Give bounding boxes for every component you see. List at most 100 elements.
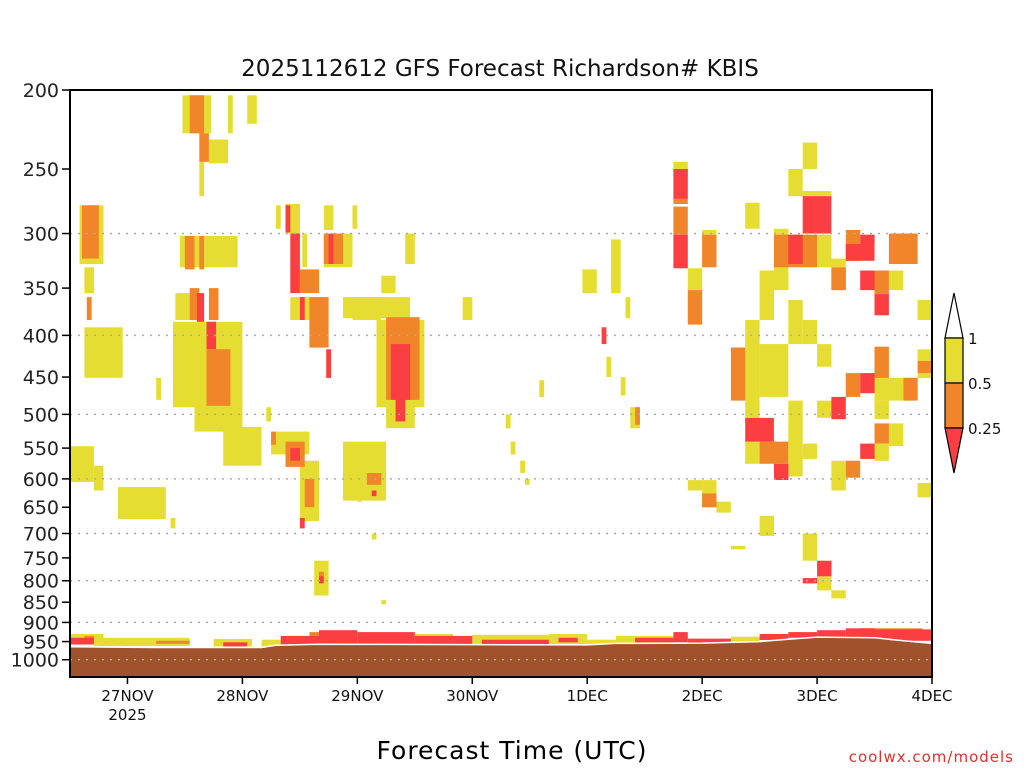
ri-cell-cat-1 <box>223 426 262 466</box>
ri-cell-cat-1 <box>874 400 889 420</box>
y-axis: 200 250 300 350 400 450 500 550 600 650 700 7508008… <box>11 80 70 672</box>
ri-cell-cat-1 <box>381 600 387 605</box>
ri-cell-cat-1 <box>302 233 308 268</box>
ri-cell-cat-1 <box>702 230 717 235</box>
x-tick-label: 4DEC <box>911 687 952 705</box>
color-legend: 1 0.5 0.25 <box>944 292 1001 474</box>
ri-cell-cat-3 <box>70 637 94 645</box>
ri-cell-cat-1 <box>831 258 846 268</box>
ri-cell-cat-3 <box>635 637 674 643</box>
ri-cell-cat-1 <box>381 275 396 294</box>
ri-cell-cat-2 <box>86 297 92 320</box>
ri-cell-cat-1 <box>730 636 760 642</box>
ri-cell-cat-1 <box>831 460 846 491</box>
ri-cell-cat-1 <box>323 205 334 230</box>
ri-cell-cat-1 <box>175 293 190 320</box>
ri-cell-cat-3 <box>860 270 875 291</box>
legend-swatch-yellow <box>944 337 964 384</box>
ri-cell-cat-2 <box>673 198 688 204</box>
ri-cell-cat-3 <box>280 635 319 645</box>
ri-cell-cat-2 <box>184 235 195 270</box>
ri-cell-cat-1 <box>93 465 104 491</box>
ri-cell-cat-2 <box>874 346 889 378</box>
ri-cell-cat-1 <box>716 501 731 513</box>
ri-cell-cat-1 <box>745 320 760 418</box>
x-tick-label: 30NOV <box>446 687 499 705</box>
ri-cell-cat-2 <box>874 270 889 295</box>
ri-cell-cat-2 <box>845 373 861 397</box>
ri-cell-cat-3 <box>788 632 817 638</box>
ri-cell-cat-1 <box>582 269 597 294</box>
y-tick-label: 450 <box>23 367 59 389</box>
ri-cell-cat-3 <box>196 293 205 322</box>
ri-cell-cat-1 <box>759 344 789 397</box>
ri-cell-cat-2 <box>271 431 276 445</box>
ri-cell-cat-1 <box>343 441 387 501</box>
ri-cell-cat-1 <box>606 356 612 377</box>
y-tick-label: 900 <box>23 612 59 634</box>
ri-cell-cat-3 <box>860 443 875 459</box>
y-tick-label: 500 <box>23 404 59 426</box>
ri-cell-cat-3 <box>845 244 875 261</box>
x-tick-label: 3DEC <box>797 687 838 705</box>
ri-cell-cat-2 <box>903 377 918 401</box>
ri-cell-cat-3 <box>774 463 789 480</box>
ri-cell-cat-1 <box>156 377 161 400</box>
legend-level-label: 0.25 <box>968 420 1001 438</box>
ri-cell-cat-3 <box>326 349 331 378</box>
ri-cell-cat-1 <box>70 446 94 482</box>
x-tick-label: 2DEC <box>682 687 723 705</box>
ri-cell-cat-1 <box>539 380 545 397</box>
ri-cell-cat-3 <box>874 294 889 316</box>
legend-level-label: 0.5 <box>968 375 992 393</box>
ri-cell-cat-2 <box>702 493 717 508</box>
ri-cell-cat-1 <box>745 202 760 229</box>
ri-cell-cat-1 <box>802 191 832 199</box>
ri-cell-cat-1 <box>831 590 846 599</box>
ri-cell-cat-1 <box>357 490 363 502</box>
ri-cell-cat-1 <box>802 320 818 345</box>
ri-cell-cat-3 <box>860 373 875 394</box>
ri-cell-cat-1 <box>917 483 932 498</box>
x-tick-label: 1DEC <box>567 687 608 705</box>
ri-cell-cat-2 <box>730 347 746 401</box>
ri-cell-cat-3 <box>290 233 300 294</box>
ri-cell-cat-1 <box>510 441 516 455</box>
ri-cell-cat-1 <box>625 297 631 319</box>
ri-cell-cat-1 <box>199 161 205 197</box>
plot-frame <box>69 89 933 678</box>
y-tick-label: 600 <box>23 469 59 491</box>
ri-cell-cat-3 <box>673 169 688 199</box>
ri-cell-cat-2 <box>82 205 99 259</box>
y-tick-label: 750 <box>23 548 59 570</box>
ri-cell-cat-2 <box>189 95 205 134</box>
y-tick-label: 800 <box>23 571 59 593</box>
ri-cell-cat-2 <box>309 297 329 348</box>
ri-cell-cat-3 <box>328 233 334 264</box>
ri-cell-cat-2 <box>199 133 209 162</box>
ri-cell-cat-3 <box>299 518 305 529</box>
ri-cell-cat-1 <box>788 400 803 477</box>
ri-cell-cat-3 <box>860 234 875 244</box>
ri-cell-cat-1 <box>802 533 818 561</box>
ri-cell-cat-3 <box>673 234 688 269</box>
y-tick-label: 650 <box>23 497 59 519</box>
ri-cell-cat-1 <box>759 515 774 536</box>
ri-cell-cat-3 <box>601 327 607 345</box>
ri-cell-cat-2 <box>687 290 703 325</box>
legend-under-triangle <box>944 427 964 474</box>
ri-cell-cat-3 <box>223 642 248 647</box>
ri-cell-cat-3 <box>817 630 846 638</box>
ri-cell-cat-1 <box>888 423 904 447</box>
ri-cell-cat-3 <box>831 396 846 420</box>
ri-cell-cat-1 <box>587 639 616 645</box>
ri-cell-cat-2 <box>673 206 688 235</box>
ri-cell-cat-1 <box>266 407 272 422</box>
ri-cell-cat-1 <box>524 478 530 485</box>
ri-cell-cat-3 <box>687 638 731 644</box>
x-axis-label: Forecast Time (UTC) <box>377 736 648 765</box>
y-tick-label: 350 <box>23 278 59 300</box>
